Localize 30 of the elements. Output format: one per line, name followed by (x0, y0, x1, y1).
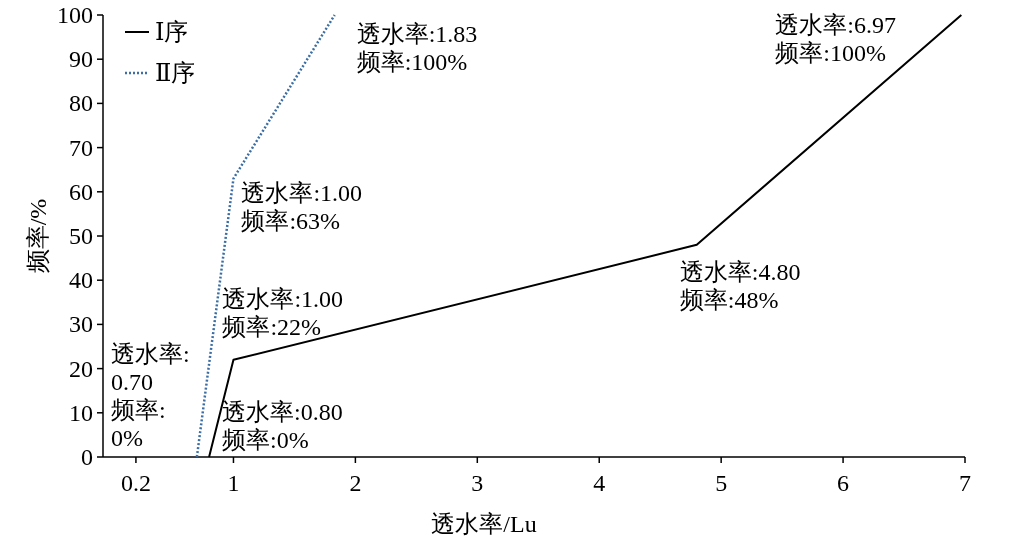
annotation: 透水率: 0.70 频率: 0% (110, 341, 190, 451)
y-tick-label: 90 (69, 46, 93, 73)
legend-label: Ⅱ序 (155, 60, 196, 86)
annotation: 透水率:4.80 频率:48% (679, 258, 801, 313)
y-tick-label: 40 (69, 267, 93, 294)
x-tick-label: 0.2 (120, 470, 151, 496)
x-tick-label: 5 (715, 470, 728, 496)
y-tick-label: 100 (57, 2, 93, 28)
annotation: 透水率:1.83 频率:100% (356, 21, 478, 75)
x-tick-label: 2 (349, 470, 362, 496)
annotation: 透水率:1.00 频率:63% (241, 179, 363, 234)
x-tick-label: 4 (593, 470, 606, 496)
x-tick-label: 7 (959, 470, 971, 496)
x-tick-label: 1 (227, 470, 240, 496)
y-tick-label: 10 (69, 399, 93, 426)
y-tick-label: 20 (69, 355, 93, 382)
annotation: 透水率:6.97 频率:100% (775, 12, 896, 66)
y-tick-label: 80 (69, 90, 93, 117)
y-tick-label: 70 (69, 134, 93, 161)
y-tick-label: 30 (69, 311, 93, 338)
annotation: 透水率:0.80 频率:0% (222, 399, 343, 453)
x-tick-label: 6 (837, 470, 850, 496)
y-tick-label: 60 (69, 178, 93, 205)
annotation: 透水率:1.00 频率:22% (222, 285, 344, 340)
y-tick-label: 0 (81, 444, 93, 470)
y-tick-label: 50 (69, 223, 93, 249)
y-axis-title: 频率/% (25, 198, 51, 274)
legend-label: Ⅰ序 (155, 19, 189, 45)
x-tick-label: 3 (471, 470, 484, 496)
x-axis-title: 透水率/Lu (431, 511, 537, 537)
